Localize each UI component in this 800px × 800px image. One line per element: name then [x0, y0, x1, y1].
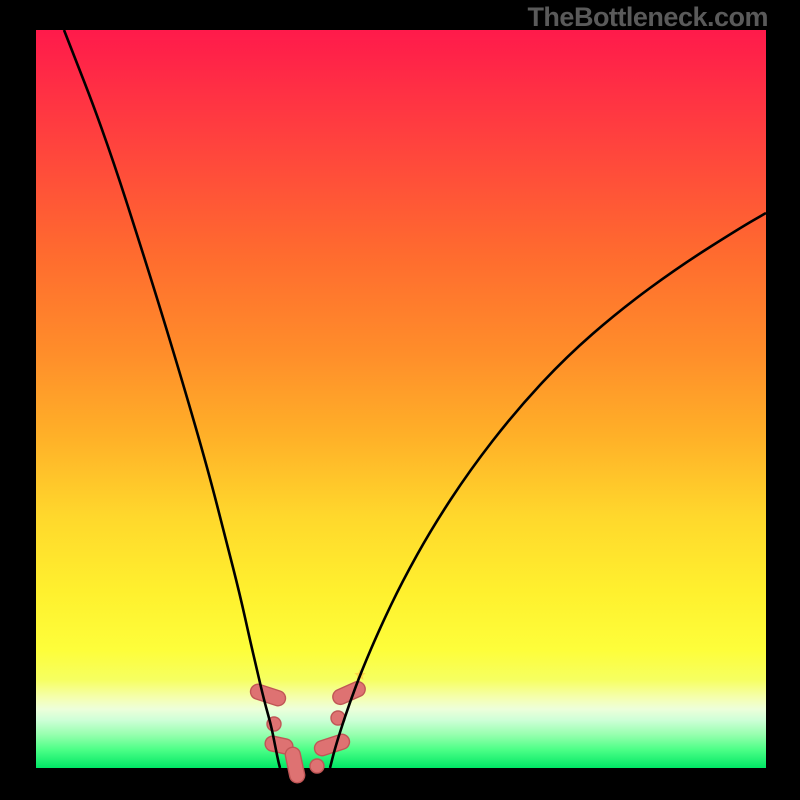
marker-dot: [310, 759, 324, 773]
marker-capsule: [313, 732, 352, 757]
curve-layer: [36, 30, 766, 768]
left-curve: [64, 30, 280, 768]
plot-area: [36, 30, 766, 768]
right-curve: [330, 213, 766, 768]
watermark-text: TheBottleneck.com: [527, 2, 768, 33]
marker-capsule: [249, 682, 288, 707]
chart-root: TheBottleneck.com: [0, 0, 800, 800]
marker-capsule: [284, 746, 306, 784]
marker-layer: [249, 669, 368, 784]
